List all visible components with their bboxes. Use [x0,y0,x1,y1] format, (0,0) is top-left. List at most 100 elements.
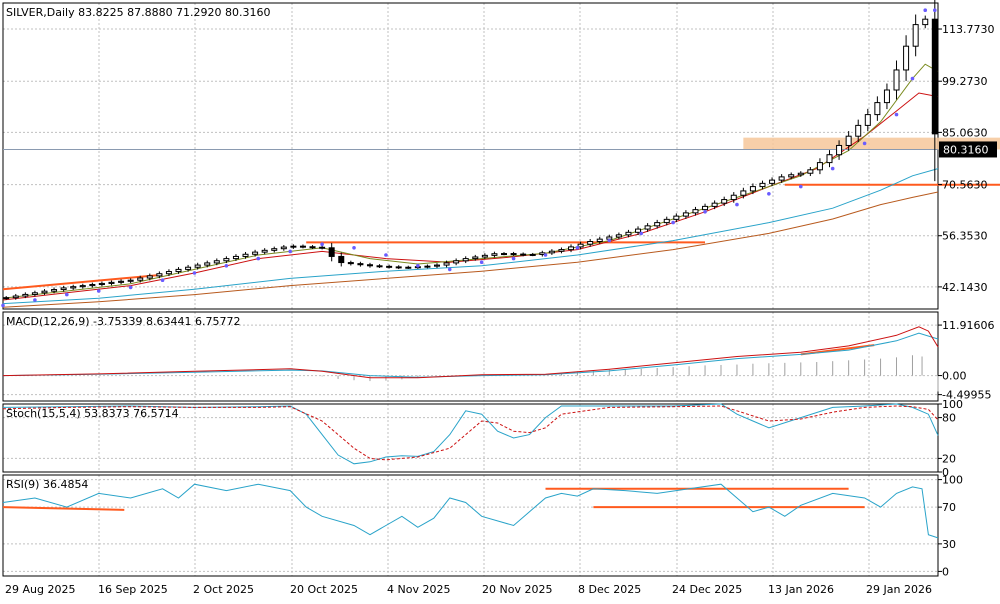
candle-body [864,114,871,126]
sar-dot [830,166,835,171]
ma-fast-line [2,63,939,299]
candle-body [127,279,134,282]
candle-body [558,249,565,252]
sar-dot [33,298,37,302]
x-tick-label: 20 Oct 2025 [290,583,358,596]
candle-body [548,250,555,254]
candle-body [501,253,508,256]
y-tick-label: -4.49955 [942,389,991,402]
last-price-label: 80.3160 [943,143,989,156]
sar-dot [96,289,101,293]
pane-title: RSI(9) 36.4854 [6,478,88,491]
pane-border-1 [2,311,939,402]
pane-title: Stoch(15,5,4) 53.8373 76.5714 [6,407,179,420]
candle-body [22,293,29,297]
sar-dot [224,264,229,268]
y-tick-label: 100 [942,474,963,487]
candle-body [711,202,718,207]
y-tick-label: 0.00 [942,370,967,383]
candle-body [922,18,929,26]
candle-body [615,234,622,238]
sar-dot [160,278,165,283]
candle-body [98,282,105,286]
x-tick-label: 13 Jan 2026 [768,583,834,596]
x-tick-label: 8 Dec 2025 [578,583,641,596]
candle-body [472,256,479,260]
candle-body [433,264,440,267]
candle-body [347,262,354,265]
candle-body [395,266,402,269]
candle-body [462,258,469,262]
y-tick-label: 56.3530 [942,230,988,243]
sar-dot [671,220,675,225]
x-tick-label: 20 Nov 2025 [482,583,552,596]
sar-dot [416,264,420,268]
x-tick-label: 4 Nov 2025 [387,583,450,596]
sar-dot [735,202,739,207]
sar-dot [65,292,69,297]
sar-dot [192,271,197,275]
candle-body [108,281,115,284]
sar-dot [703,210,707,214]
x-tick-label: 29 Jan 2026 [866,583,932,596]
candle-body [663,218,670,224]
sar-dot [447,267,452,272]
candle-body [625,231,632,236]
sar-dot [798,184,803,189]
candle-body [568,246,575,251]
x-tick-label: 24 Dec 2025 [672,583,742,596]
candle-body [194,264,201,268]
candle-body [118,280,125,283]
candle-body [252,251,259,255]
sar-dot [575,246,580,250]
candle-body [156,273,163,277]
candle-body [816,162,823,171]
candle-body [778,176,785,181]
candle-body [232,255,239,260]
candle-body [874,102,881,116]
sar-dot [543,253,548,257]
y-tick-label: 11.91606 [942,319,995,332]
candle-body [903,45,910,71]
candle-body [759,182,766,188]
candle-body [51,289,58,292]
candle-body [673,215,680,220]
candle-body [807,169,814,174]
candle-body [721,199,728,204]
pane-title: SILVER,Daily 83.8225 87.8880 71.2920 80.… [6,6,271,19]
candle-body [788,174,795,178]
sar-dot [862,141,867,146]
candle-body [682,212,689,217]
y-tick-label: 42.1430 [942,281,988,294]
candle-body [137,277,144,281]
pane-border-0 [2,2,939,310]
x-tick-label: 2 Oct 2025 [193,583,254,596]
rsi-trendline [2,506,125,511]
candle-body [510,253,517,256]
resistance-zone [743,137,1000,150]
last-price-box [939,141,997,158]
ma-slow-line [2,168,939,305]
candle-body [261,249,268,253]
sar-dot [933,8,937,12]
sar-dot [767,192,771,196]
candle-body [481,254,488,258]
candle-body [290,245,297,248]
candle-body [826,154,833,164]
candle-body [386,265,393,268]
candle-body [577,243,584,248]
candle-body [79,285,86,288]
sar-dot [352,246,356,250]
candle-body [376,265,383,268]
candle-body [855,124,862,137]
sar-dot [288,249,293,254]
candle-body [797,172,804,176]
candle-body [165,271,172,275]
sar-dot [607,238,612,243]
rsi-line [2,483,939,539]
candle-body [769,179,776,184]
y-tick-label: 80 [942,412,956,425]
sar-dot [479,260,484,265]
sar-dot [910,76,915,81]
